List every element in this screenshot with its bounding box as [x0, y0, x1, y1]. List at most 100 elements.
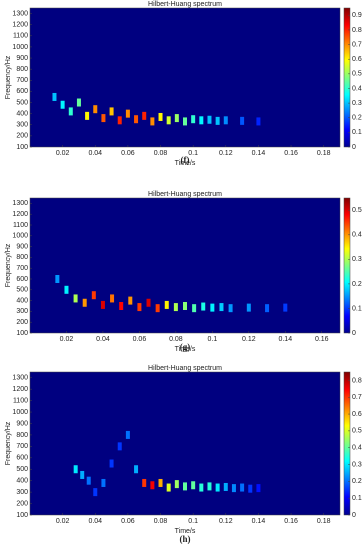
x-tick-label: 0.16	[284, 150, 298, 157]
y-tick-label: 200	[16, 319, 28, 326]
spectrum-cell	[158, 112, 163, 121]
caption: (g)	[180, 342, 191, 352]
colorbar-tick-label: 0.4	[352, 232, 362, 239]
colorbar-tick-label: 0.2	[352, 115, 362, 122]
spectrum-cell	[125, 109, 130, 118]
spectrum-cell	[117, 116, 122, 125]
chart-title: Hilbert-Huang spectrum	[148, 365, 222, 372]
spectrum-cell	[73, 465, 78, 474]
colorbar-tick-label: 0.1	[352, 305, 362, 312]
x-tick-label: 0.18	[317, 518, 331, 525]
y-tick-label: 900	[16, 243, 28, 250]
spectrum-cell	[110, 294, 115, 303]
y-tick-label: 500	[16, 466, 28, 473]
y-tick-label: 100	[16, 330, 28, 337]
y-tick-label: 1200	[12, 211, 28, 218]
spectrum-cell	[256, 484, 261, 493]
spectrum-cell	[246, 303, 251, 312]
colorbar-tick-label: 0.6	[352, 411, 362, 418]
y-tick-label: 500	[16, 287, 28, 294]
colorbar-tick-label: 0	[352, 330, 356, 337]
x-tick-label: 0.14	[252, 518, 266, 525]
spectrum-cell	[183, 302, 187, 310]
chart-title: Hilbert-Huang spectrum	[148, 191, 222, 198]
spectrum-cell	[166, 116, 171, 125]
spectrum-cell	[240, 483, 245, 492]
colorbar-tick-label: 0.4	[352, 85, 362, 92]
spectrum-cell	[199, 116, 204, 125]
x-tick-label: 0.1	[207, 336, 217, 343]
x-tick-label: 0.1	[188, 518, 198, 525]
spectrum-cell	[142, 478, 147, 487]
spectrum-cell	[199, 483, 204, 492]
y-tick-label: 400	[16, 478, 28, 485]
x-tick-label: 0.06	[121, 518, 135, 525]
spectrum-cell	[101, 478, 106, 487]
y-tick-label: 100	[16, 512, 28, 519]
colorbar-tick-label: 0.8	[352, 27, 362, 34]
y-tick-label: 1100	[13, 222, 28, 229]
y-tick-label: 300	[16, 489, 28, 496]
y-tick-label: 1100	[13, 397, 28, 404]
colorbar-tick-label: 0.9	[352, 12, 362, 19]
x-tick-label: 0.04	[96, 336, 110, 343]
caption: (h)	[180, 534, 191, 544]
x-tick-label: 0.02	[60, 336, 74, 343]
y-axis-label: Frequency/Hz	[5, 243, 12, 287]
spectrum-cell	[73, 294, 78, 303]
plot-area	[29, 197, 341, 334]
y-tick-label: 1300	[12, 375, 28, 382]
y-tick-label: 900	[16, 55, 28, 62]
spectrum-cell	[119, 302, 124, 310]
y-tick-label: 1300	[12, 10, 28, 17]
colorbar-tick-label: 0.6	[352, 56, 362, 63]
x-axis-label: Time/s	[175, 346, 196, 353]
y-tick-label: 200	[16, 133, 28, 140]
spectrum-cell	[191, 115, 196, 124]
spectrum-cell	[219, 303, 224, 312]
spectrum-cell	[174, 114, 179, 123]
x-tick-label: 0.02	[56, 518, 70, 525]
colorbar	[343, 371, 351, 516]
y-tick-label: 600	[16, 455, 28, 462]
x-tick-label: 0.02	[56, 150, 70, 157]
spectrum-cell	[80, 470, 85, 479]
colorbar-tick-label: 0.7	[352, 394, 362, 401]
spectrum-cell	[76, 98, 81, 107]
spectrum-cell	[265, 304, 270, 313]
spectrum-cell	[64, 285, 69, 294]
colorbar-tick-label: 0.3	[352, 461, 362, 468]
caption: (f)	[181, 155, 190, 165]
spectrum-cell	[52, 92, 57, 101]
spectrum-cell	[215, 483, 220, 492]
spectrum-cell	[93, 488, 98, 497]
y-axis-label: Frequency/Hz	[5, 421, 12, 465]
y-tick-label: 800	[16, 66, 28, 73]
spectrum-cell	[166, 483, 171, 492]
spectrum-cell	[183, 117, 187, 126]
spectrum-cell	[223, 116, 228, 125]
y-tick-label: 800	[16, 254, 28, 261]
colorbar-tick-label: 0.3	[352, 256, 362, 263]
spectrum-cell	[100, 300, 105, 309]
x-tick-label: 0.12	[219, 518, 233, 525]
spectrum-cell	[210, 303, 215, 312]
spectrum-cell	[164, 300, 169, 309]
spectrum-cell	[68, 107, 73, 116]
y-tick-label: 300	[16, 308, 28, 315]
spectrum-cell	[101, 114, 106, 123]
y-tick-label: 1300	[12, 200, 28, 207]
x-tick-label: 0.18	[317, 150, 331, 157]
colorbar	[343, 197, 351, 334]
spectrum-cell	[192, 304, 197, 313]
spectrum-cell	[256, 117, 261, 126]
y-tick-label: 1000	[12, 44, 28, 51]
x-tick-label: 0.14	[252, 150, 266, 157]
spectrum-cell	[155, 304, 160, 313]
x-tick-label: 0.16	[284, 518, 298, 525]
spectrum-cell	[137, 303, 142, 312]
chart-title: Hilbert-Huang spectrum	[148, 1, 222, 8]
y-tick-label: 1200	[12, 22, 28, 29]
x-tick-label: 0.08	[154, 518, 168, 525]
